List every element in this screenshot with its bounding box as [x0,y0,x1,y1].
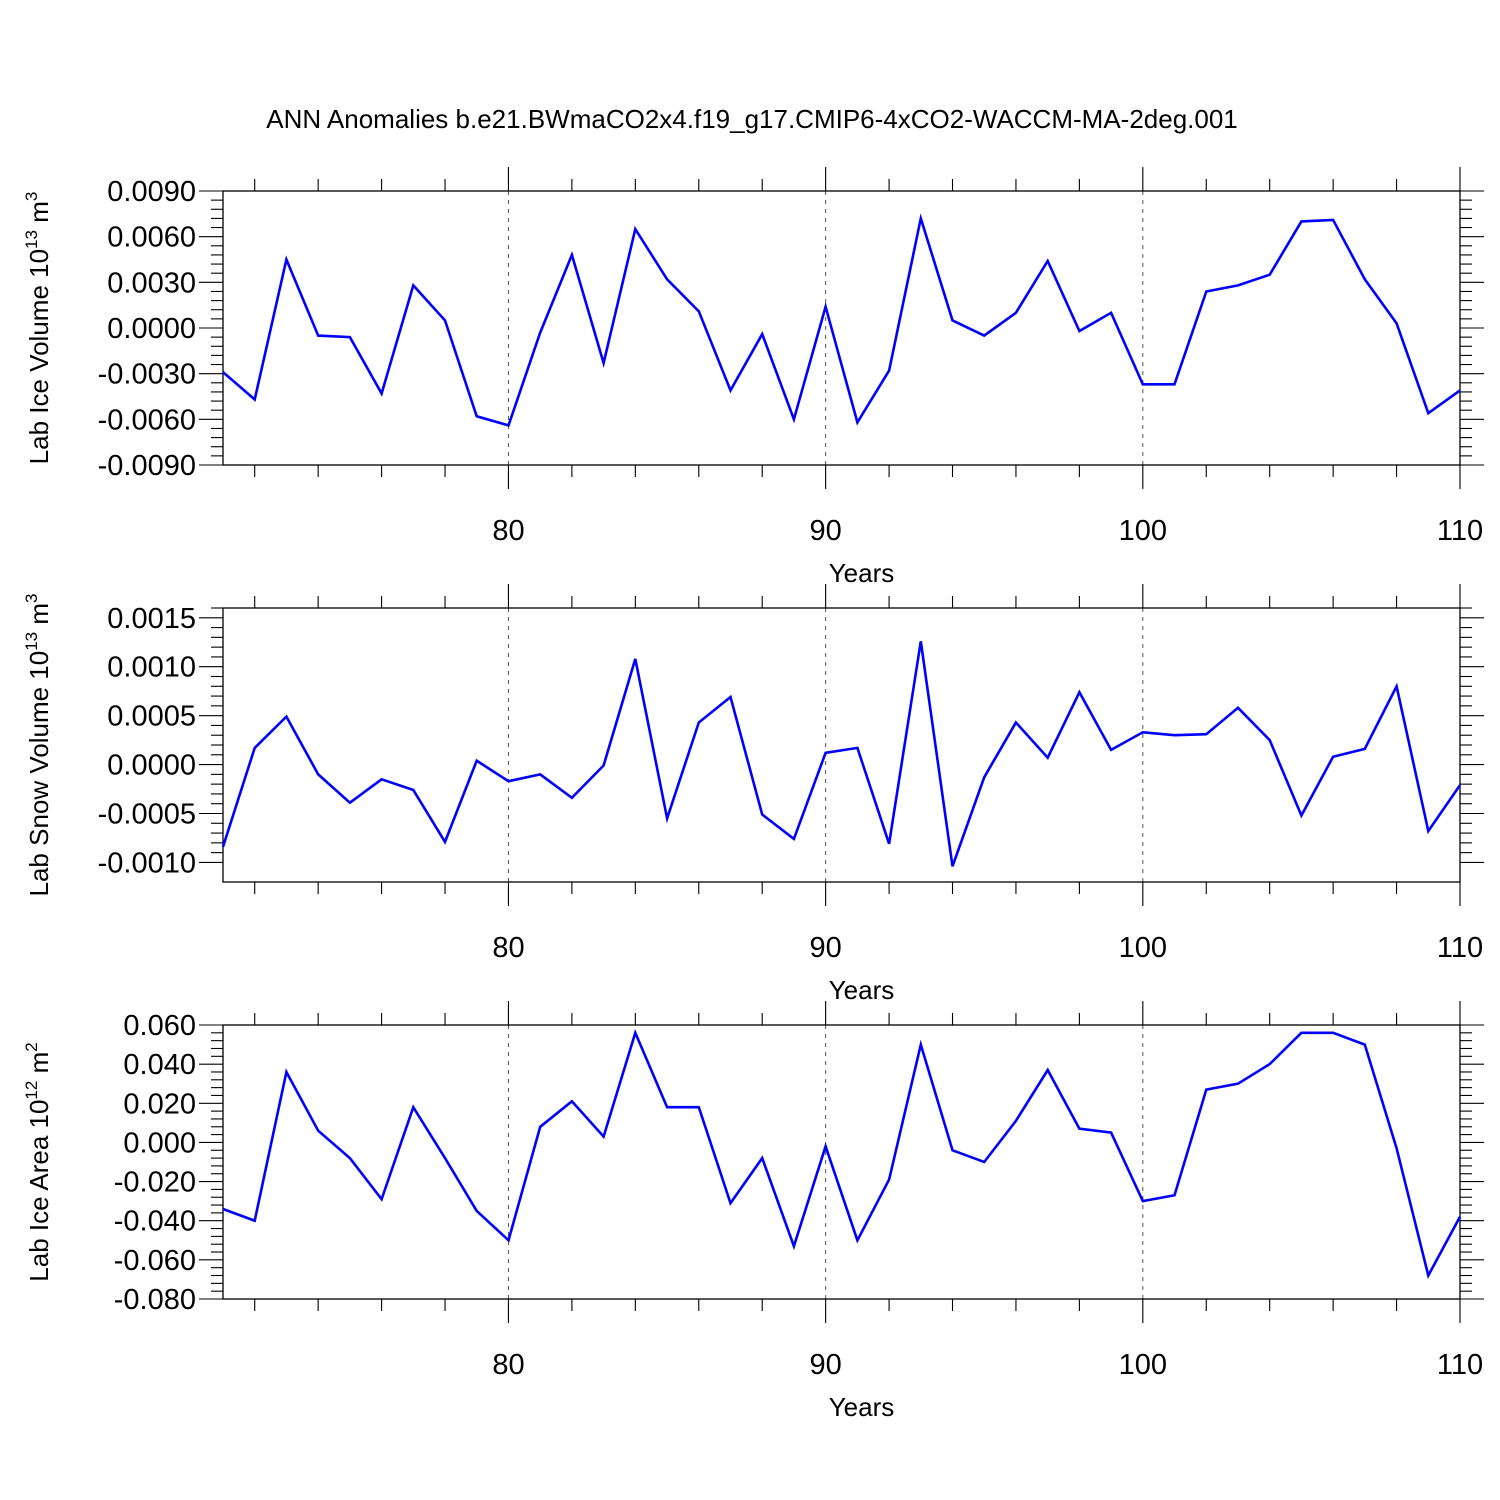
series-line [222,213,1461,427]
panel-3: 80 90 100 110 -0.080 -0.060 -0.040 -0.020 0.000 0… [22,1001,1484,1422]
y-axis-title: Lab Ice Volume 1013 m3 [22,192,54,465]
x-tick-label: 90 [810,932,842,964]
y-tick-label: -0.0060 [98,404,196,436]
y-tick-label: -0.0090 [98,450,196,482]
y-tick-label: 0.0000 [107,313,196,345]
y-tick-label: -0.020 [114,1167,196,1199]
y-tick-label: 0.040 [123,1049,196,1081]
x-tick-label: 80 [492,932,524,964]
y-tick-label: 0.0010 [107,652,196,684]
x-tick-label: 90 [810,515,842,547]
y-tick-label: -0.080 [114,1284,196,1316]
x-axis-title: Years [829,558,895,588]
series-line [222,1029,1462,1280]
y-tick-label: -0.0030 [98,359,196,391]
plot-frame [222,190,1461,466]
x-axis-title: Years [829,1392,895,1422]
y-axis-title: Lab Ice Area 1012 m2 [22,1042,54,1281]
x-tick-label: 90 [810,1349,842,1381]
figure-title: ANN Anomalies b.e21.BWmaCO2x4.f19_g17.CM… [266,104,1238,134]
x-tick-label: 110 [1437,1349,1483,1381]
plot-frame [222,1024,1461,1300]
x-tick-label: 110 [1437,932,1483,964]
panels: 80 90 100 110 -0.0090 -0.0060 -0.0030 0.0000 0.0… [22,167,1484,1422]
y-tick-label: -0.0005 [98,799,196,831]
y-tick-label: -0.040 [114,1206,196,1238]
panel-2: 80 90 100 110 -0.0010 -0.0005 0.0000 0.0005 0.00… [22,584,1484,1005]
x-tick-label: 100 [1119,1349,1167,1381]
y-tick-label: -0.060 [114,1245,196,1277]
x-tick-label: 80 [492,1349,524,1381]
panel-1: 80 90 100 110 -0.0090 -0.0060 -0.0030 0.0000 0.0… [22,167,1484,588]
y-tick-label: 0.0015 [107,603,196,635]
y-tick-label: 0.0030 [107,267,196,299]
y-tick-label: 0.000 [123,1127,196,1159]
x-tick-label: 80 [492,515,524,547]
x-tick-label: 100 [1119,515,1167,547]
y-tick-label: 0.0090 [107,176,196,208]
y-tick-label: 0.0060 [107,222,196,254]
series-line [221,641,1462,867]
plot-frame [222,607,1461,883]
y-tick-label: 0.060 [123,1010,196,1042]
x-tick-label: 100 [1119,932,1167,964]
y-tick-label: -0.0010 [98,847,196,879]
y-axis-title: Lab Snow Volume 1013 m3 [22,593,54,896]
y-tick-label: 0.020 [123,1088,196,1120]
y-tick-label: 0.0000 [107,750,196,782]
y-tick-label: 0.0005 [107,701,196,733]
x-tick-label: 110 [1437,515,1483,547]
x-axis-title: Years [829,975,895,1005]
